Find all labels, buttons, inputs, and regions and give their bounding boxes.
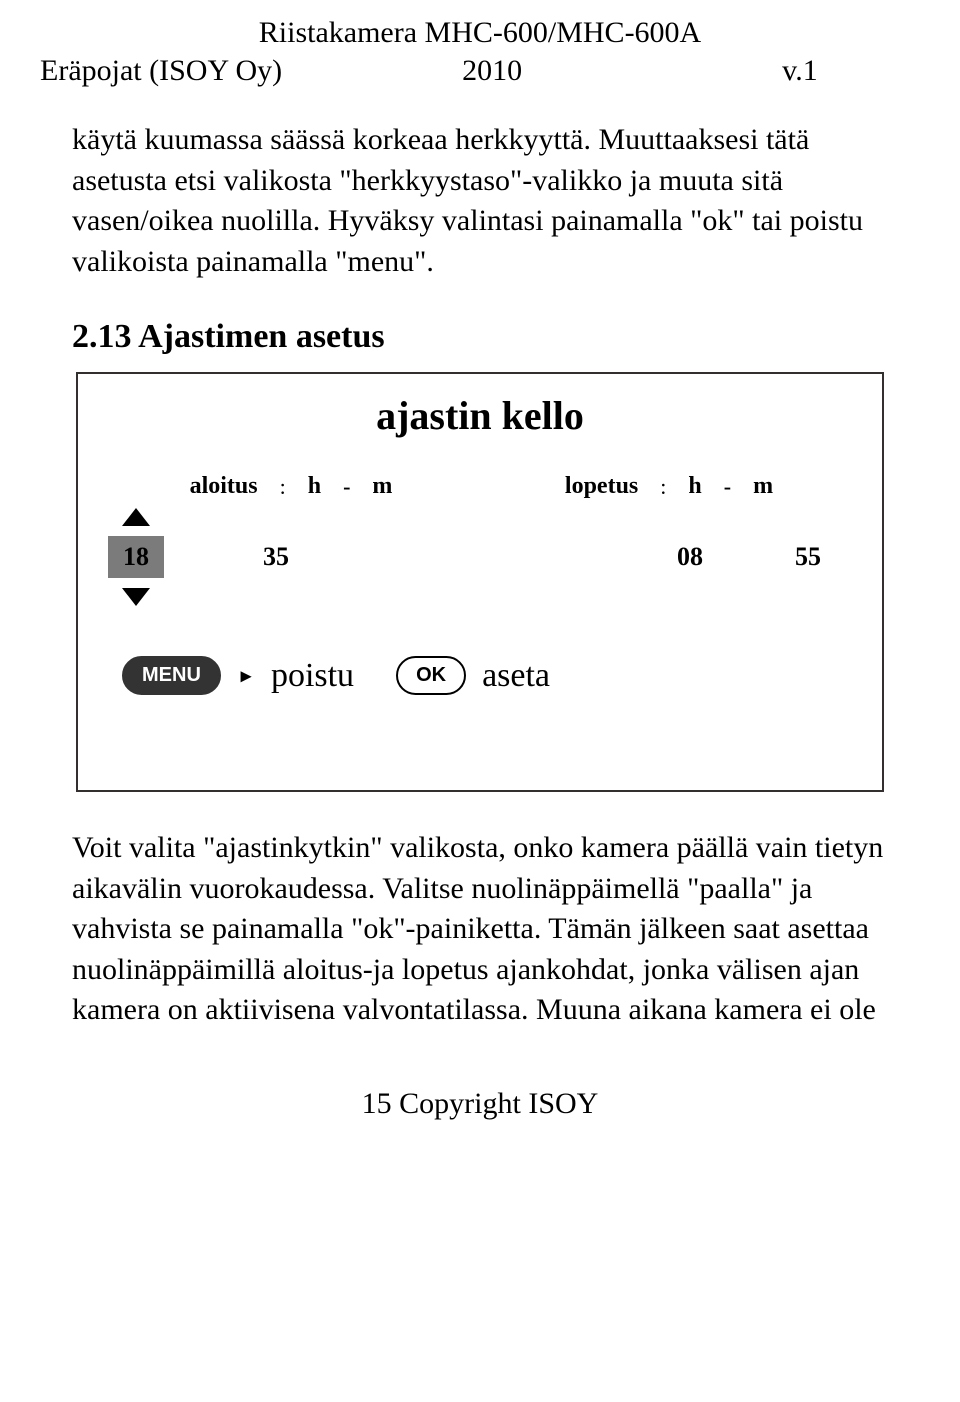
m-label: m: [753, 473, 773, 500]
start-label: aloitus: [190, 473, 258, 500]
menu-button[interactable]: MENU: [122, 656, 221, 695]
arrow-down-icon[interactable]: [122, 588, 150, 606]
exit-label: poistu: [271, 657, 354, 695]
doc-company: Eräpojat (ISOY Oy): [40, 54, 282, 88]
doc-year: 2010: [462, 54, 522, 88]
m-label: m: [372, 473, 392, 500]
stop-label-block: lopetus : h - m: [480, 473, 858, 500]
stop-hour-value[interactable]: 08: [662, 542, 718, 572]
colon-icon: :: [660, 474, 666, 500]
colon-icon: :: [280, 474, 286, 500]
paragraph-1: käytä kuumassa säässä korkeaa herkkyyttä…: [72, 120, 898, 282]
stop-minute-value[interactable]: 55: [780, 542, 836, 572]
set-label: aseta: [482, 657, 550, 695]
stop-values: 08 55: [512, 542, 858, 572]
section-heading: 2.13 Ajastimen asetus: [72, 318, 920, 356]
start-label-block: aloitus : h - m: [102, 473, 480, 500]
doc-title: Riistakamera MHC-600/MHC-600A: [40, 16, 920, 50]
dash-icon: -: [343, 474, 350, 500]
arrow-right-icon: ▸: [241, 663, 251, 688]
screen-title: ajastin kello: [94, 392, 866, 439]
doc-version: v.1: [782, 54, 818, 88]
device-screen: ajastin kello aloitus : h - m lopetus : …: [76, 372, 884, 792]
page-footer: 15 Copyright ISOY: [40, 1087, 920, 1121]
paragraph-2: Voit valita "ajastinkytkin" valikosta, o…: [72, 828, 898, 1031]
start-minute-value[interactable]: 35: [248, 542, 304, 572]
start-values: 18 35: [102, 508, 432, 606]
stop-label: lopetus: [565, 473, 638, 500]
arrow-up-icon[interactable]: [122, 508, 150, 526]
h-label: h: [688, 473, 701, 500]
start-hour-value[interactable]: 18: [108, 536, 164, 578]
h-label: h: [308, 473, 321, 500]
ok-button[interactable]: OK: [396, 656, 466, 695]
dash-icon: -: [724, 474, 731, 500]
value-arrows[interactable]: 18: [108, 508, 164, 606]
